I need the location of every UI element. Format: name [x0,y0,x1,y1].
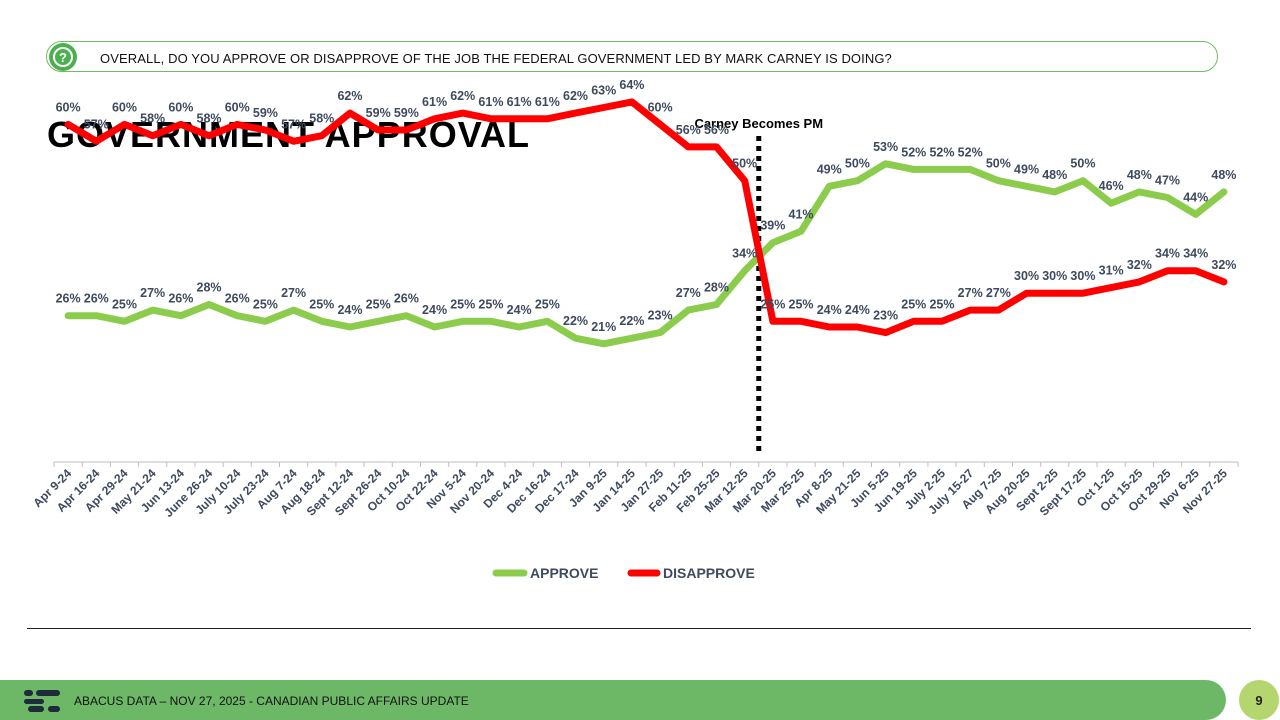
legend-label-disapprove: DISAPPROVE [663,565,755,581]
data-label-disapprove: 27% [958,286,983,300]
data-label-disapprove: 57% [84,117,109,131]
data-label-approve: 41% [789,207,814,221]
data-label-disapprove: 34% [1155,247,1180,261]
series-line-disapprove [64,98,1228,337]
data-label-disapprove: 61% [478,95,503,109]
data-label-disapprove: 30% [1014,269,1039,283]
data-label-approve: 25% [450,297,475,311]
data-label-approve: 24% [422,303,447,317]
data-label-disapprove: 59% [253,106,278,120]
data-label-disapprove: 34% [1183,247,1208,261]
data-label-disapprove: 25% [901,297,926,311]
data-label-disapprove: 56% [676,123,701,137]
data-label-disapprove: 63% [591,84,616,98]
page-number: 9 [1239,680,1279,720]
data-label-disapprove: 50% [732,157,757,171]
data-label-disapprove: 62% [337,89,362,103]
data-label-approve: 25% [112,297,137,311]
data-label-approve: 22% [563,314,588,328]
data-label-disapprove: 59% [366,106,391,120]
data-label-disapprove: 24% [845,303,870,317]
data-label-approve: 34% [732,247,757,261]
data-label-approve: 53% [873,140,898,154]
question-text: OVERALL, DO YOU APPROVE OR DISAPPROVE OF… [100,51,892,66]
data-label-approve: 47% [1155,174,1180,188]
data-label-disapprove: 27% [986,286,1011,300]
data-label-disapprove: 58% [309,112,334,126]
data-label-disapprove: 60% [225,100,250,114]
data-label-disapprove: 60% [56,100,81,114]
data-label-disapprove: 31% [1099,264,1124,278]
data-label-approve: 25% [253,297,278,311]
data-label-disapprove: 57% [281,117,306,131]
data-label-approve: 24% [507,303,532,317]
data-label-disapprove: 60% [112,100,137,114]
data-label-approve: 52% [929,145,954,159]
footer-text: ABACUS DATA – NOV 27, 2025 - CANADIAN PU… [74,694,469,708]
data-label-approve: 39% [760,219,785,233]
data-label-disapprove: 24% [817,303,842,317]
data-label-approve: 28% [704,280,729,294]
data-label-approve: 46% [1099,179,1124,193]
abacus-logo-icon [24,690,60,712]
data-label-approve: 24% [337,303,362,317]
data-label-approve: 23% [648,309,673,323]
data-label-approve: 21% [591,320,616,334]
data-label-approve: 50% [986,157,1011,171]
question-bar: ? OVERALL, DO YOU APPROVE OR DISAPPROVE … [46,41,1218,72]
data-label-disapprove: 25% [760,297,785,311]
data-label-disapprove: 32% [1211,258,1236,272]
data-label-approve: 28% [197,280,222,294]
data-label-approve: 27% [140,286,165,300]
data-label-approve: 48% [1211,168,1236,182]
data-label-approve: 25% [478,297,503,311]
annotation-label: Carney Becomes PM [694,116,823,131]
data-label-approve: 26% [394,292,419,306]
data-label-approve: 26% [56,292,81,306]
data-label-disapprove: 30% [1070,269,1095,283]
data-label-approve: 44% [1183,190,1208,204]
series-line-approve [64,160,1228,348]
data-label-disapprove: 58% [140,112,165,126]
data-label-disapprove: 61% [535,95,560,109]
data-label-approve: 25% [309,297,334,311]
data-label-approve: 48% [1042,168,1067,182]
data-label-disapprove: 30% [1042,269,1067,283]
footer-bar: ABACUS DATA – NOV 27, 2025 - CANADIAN PU… [0,680,1226,720]
data-label-approve: 25% [366,297,391,311]
data-label-disapprove: 60% [648,100,673,114]
data-label-disapprove: 61% [507,95,532,109]
data-label-approve: 27% [281,286,306,300]
data-label-disapprove: 64% [619,78,644,92]
data-label-approve: 49% [1014,162,1039,176]
data-label-disapprove: 62% [450,89,475,103]
data-label-approve: 26% [168,292,193,306]
data-label-disapprove: 59% [394,106,419,120]
data-label-disapprove: 25% [929,297,954,311]
data-label-disapprove: 56% [704,123,729,137]
data-label-approve: 49% [817,162,842,176]
data-label-approve: 27% [676,286,701,300]
data-label-approve: 22% [619,314,644,328]
data-label-disapprove: 23% [873,309,898,323]
data-label-disapprove: 60% [168,100,193,114]
data-label-approve: 52% [958,145,983,159]
question-icon: ? [49,43,77,71]
data-label-approve: 48% [1127,168,1152,182]
divider [27,628,1251,629]
data-label-approve: 26% [225,292,250,306]
data-label-disapprove: 25% [789,297,814,311]
data-label-approve: 26% [84,292,109,306]
data-label-disapprove: 32% [1127,258,1152,272]
data-label-disapprove: 58% [197,112,222,126]
data-label-approve: 50% [1070,157,1095,171]
legend-label-approve: APPROVE [530,565,598,581]
page-title: GOVERNMENT APPROVAL [47,114,531,155]
data-label-approve: 50% [845,157,870,171]
data-label-approve: 52% [901,145,926,159]
data-label-disapprove: 62% [563,89,588,103]
data-label-approve: 25% [535,297,560,311]
data-label-disapprove: 61% [422,95,447,109]
